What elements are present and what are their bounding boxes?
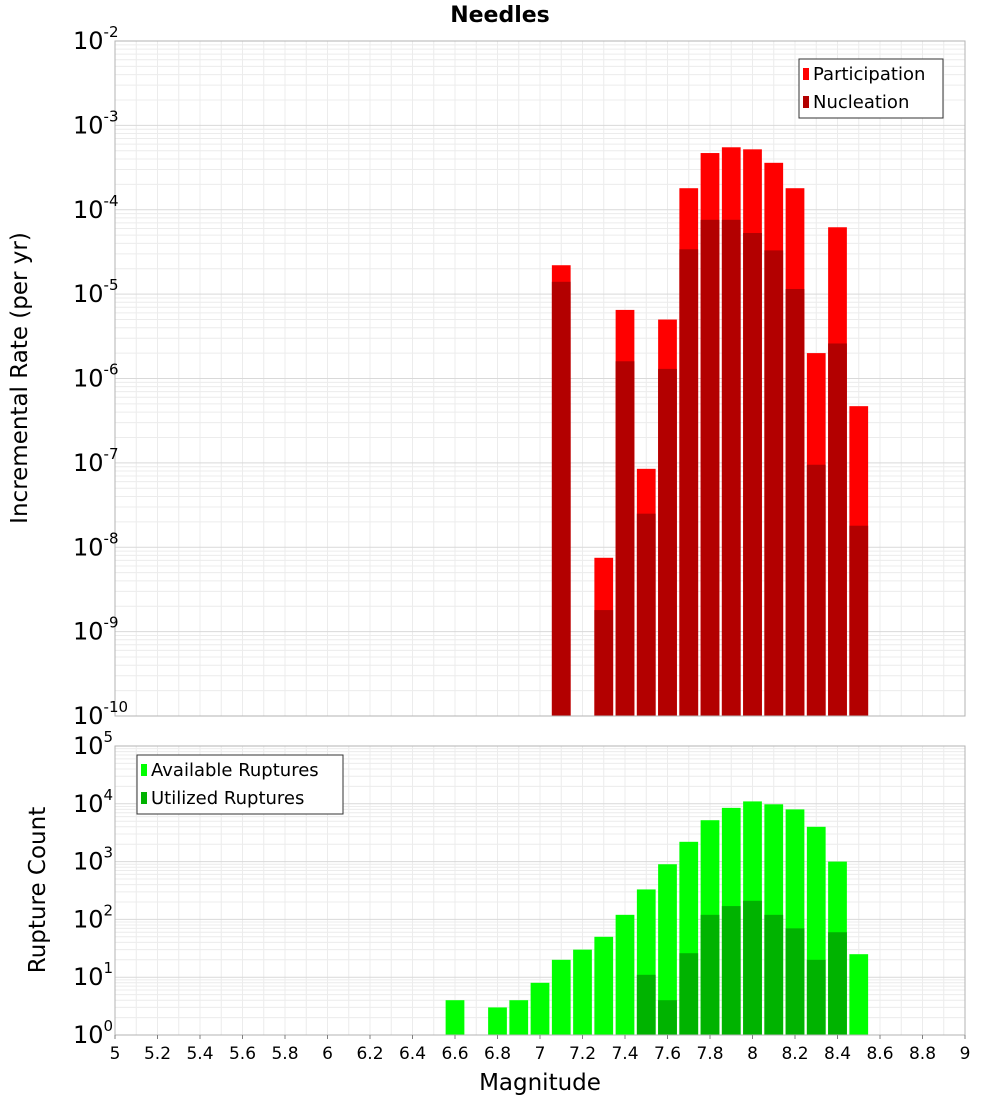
bottom-legend-box [136,754,344,815]
bottom-y-axis-label: Rupture Count [25,807,51,973]
x-tick-label: 5.4 [186,1044,213,1064]
bottom-y-tick-label: 100 [73,1017,113,1049]
bottom-bar-series1 [509,1000,529,1035]
bottom-bar-series2 [636,974,656,1035]
bottom-bar-series1 [573,949,592,1035]
bottom-legend-label: Utilized Ruptures [151,788,304,809]
x-tick-label: 5 [110,1044,121,1064]
bottom-bar-series2 [679,953,699,1035]
bottom-legend: Available Ruptures Utilized Ruptures [136,754,344,815]
chart-title: Needles [450,3,550,28]
x-tick-label: 7 [535,1044,546,1064]
bottom-bar-series1 [551,959,571,1035]
x-tick-label: 6.6 [441,1044,468,1064]
bottom-bar-series1 [445,1000,465,1035]
bottom-bar-series2 [700,914,720,1035]
top-legend-swatch [803,96,809,108]
bottom-y-ticks: 100 101 102 103 104 105 [73,728,113,1049]
bottom-y-tick-label: 101 [73,959,113,991]
top-panel: 10-10 10-9 10-8 10-7 10-6 10-5 10-4 10-3 10-2 In… [7,23,966,730]
bottom-bar-series1 [658,864,677,1035]
top-bar-series2 [658,368,677,716]
top-y-tick-label: 10-6 [73,361,119,393]
top-bars [551,147,869,717]
bottom-bar-series2 [743,900,762,1035]
top-bar-series2 [785,289,805,716]
x-ticks: 5 5.2 5.4 5.6 5.8 6 6.2 6.4 6.6 6.8 7 7.2 7.4 7.6 7.8 8… [110,1035,971,1064]
bottom-bar-series2 [658,1000,677,1035]
x-tick-label: 5.2 [144,1044,171,1064]
bottom-bar-series1 [594,936,614,1035]
x-tick-label: 8 [747,1044,758,1064]
top-bar-series2 [849,525,869,716]
x-tick-label: 6.8 [484,1044,511,1064]
x-tick-label: 8.6 [866,1044,893,1064]
x-axis-label: Magnitude [479,1070,601,1096]
bottom-bar-series1 [530,982,550,1035]
top-bar-series2 [594,610,614,716]
x-tick-label: 8.4 [824,1044,851,1064]
top-legend: Participation Nucleation [798,58,944,119]
top-y-tick-label: 10-5 [73,276,119,308]
bottom-legend-swatch [141,792,147,804]
x-tick-label: 5.6 [229,1044,256,1064]
bottom-bar-series2 [764,914,784,1035]
top-bar-series2 [700,219,720,717]
top-legend-label: Nucleation [813,92,909,113]
bottom-bar-series1 [488,1007,507,1035]
x-tick-label: 8.8 [909,1044,936,1064]
top-bar-series2 [743,233,762,716]
x-tick-label: 7.8 [696,1044,723,1064]
top-bar-series2 [806,464,826,716]
x-tick-label: 9 [960,1044,971,1064]
top-y-tick-label: 10-7 [73,445,119,477]
bottom-y-tick-label: 102 [73,901,113,933]
x-tick-label: 7.6 [654,1044,681,1064]
top-y-tick-label: 10-2 [73,23,119,55]
top-legend-label: Participation [813,64,925,85]
top-bar-series2 [764,250,784,717]
bottom-bar-series1 [615,914,635,1035]
top-y-tick-label: 10-10 [73,698,128,730]
x-tick-label: 6.4 [399,1044,426,1064]
bottom-legend-label: Available Ruptures [151,760,319,781]
top-y-tick-label: 10-8 [73,529,119,561]
x-tick-label: 6.2 [356,1044,383,1064]
bottom-legend-swatch [141,764,147,776]
bottom-panel: 100 101 102 103 104 105 5 5.2 5.4 5.6 5.8 6 6.2 6.4 6… [25,728,970,1096]
top-y-tick-label: 10-4 [73,192,119,224]
bottom-y-tick-label: 105 [73,728,113,760]
bottom-y-tick-label: 104 [73,786,113,818]
top-bar-series2 [721,219,741,717]
top-y-ticks: 10-10 10-9 10-8 10-7 10-6 10-5 10-4 10-3 10-2 [73,23,128,730]
bottom-bar-series2 [721,906,741,1035]
top-y-tick-label: 10-3 [73,107,119,139]
x-tick-label: 7.4 [611,1044,638,1064]
bottom-bar-series2 [828,932,847,1035]
x-tick-label: 5.8 [271,1044,298,1064]
bottom-bar-series2 [785,928,805,1035]
top-bar-series2 [636,513,656,716]
x-tick-label: 7.2 [569,1044,596,1064]
x-tick-label: 6 [322,1044,333,1064]
top-bar-series2 [551,281,571,716]
bottom-bar-series1 [849,954,869,1035]
x-tick-label: 8.2 [781,1044,808,1064]
top-legend-swatch [803,68,809,80]
top-plot-border [114,40,966,717]
bottom-bars [445,801,869,1035]
top-bar-series2 [615,361,635,716]
bottom-bar-series2 [806,959,826,1035]
top-bar-series2 [679,249,699,716]
top-bar-series2 [828,343,847,716]
top-legend-box [798,58,944,119]
top-y-tick-label: 10-9 [73,614,119,646]
top-y-axis-label: Incremental Rate (per yr) [7,232,33,524]
bottom-y-tick-label: 103 [73,844,113,876]
